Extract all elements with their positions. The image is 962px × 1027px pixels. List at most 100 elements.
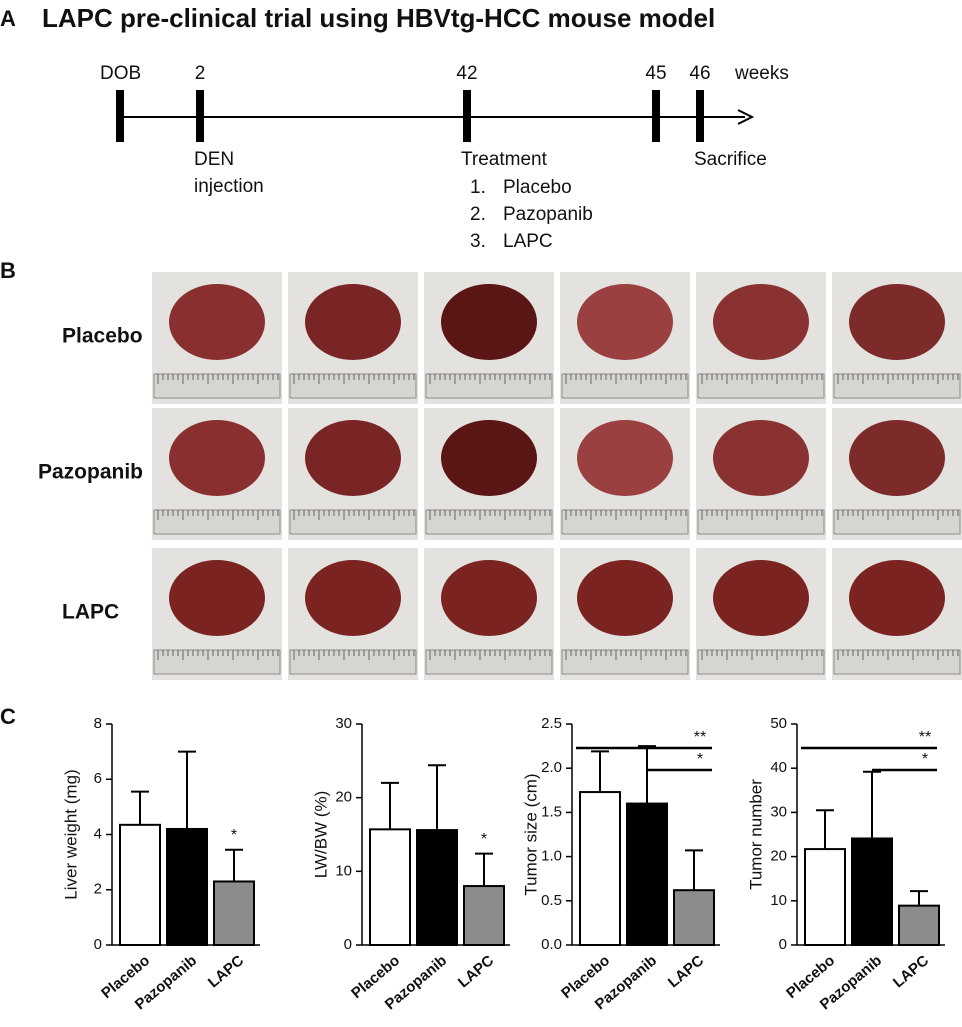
liver: [305, 284, 401, 360]
ruler: [153, 373, 281, 399]
liver: [169, 284, 265, 360]
ruler: [561, 649, 689, 675]
row-label: LAPC: [62, 601, 119, 624]
y-tick-label: 10: [770, 892, 787, 909]
liver: [169, 560, 265, 636]
liver: [441, 284, 537, 360]
timeline-tick: [463, 90, 471, 142]
ruler: [289, 649, 417, 675]
timeline-label: DOB: [100, 63, 141, 84]
bar: [416, 829, 458, 947]
ruler: [697, 373, 825, 399]
significance: **: [694, 729, 706, 746]
y-tick-label: 1.5: [541, 803, 562, 820]
y-tick-label: 2.0: [541, 759, 562, 776]
significance: *: [922, 751, 928, 768]
x-tick-label: LAPC: [455, 952, 497, 991]
ruler: [833, 649, 961, 675]
list-number: 2.: [470, 204, 486, 225]
ruler: [697, 509, 825, 535]
y-axis-label: Liver weight (mg): [61, 769, 80, 899]
timeline-tick: [696, 90, 704, 142]
ruler: [833, 373, 961, 399]
liver: [441, 420, 537, 496]
bar: [213, 880, 255, 947]
significance: *: [231, 827, 237, 844]
liver: [713, 560, 809, 636]
liver: [577, 420, 673, 496]
ruler: [561, 373, 689, 399]
timeline-tick: [196, 90, 204, 142]
y-tick-label: 8: [94, 715, 102, 732]
timeline-label: 42: [456, 63, 477, 84]
y-tick-label: 0: [344, 936, 352, 953]
y-tick-label: 30: [335, 715, 352, 732]
list-text: LAPC: [503, 231, 553, 252]
bar: [804, 848, 846, 946]
liver: [577, 560, 673, 636]
x-tick-label: LAPC: [665, 952, 707, 991]
bar: [898, 904, 940, 946]
ruler: [153, 649, 281, 675]
timeline-arrow: [737, 109, 755, 125]
bar: [166, 827, 208, 946]
y-tick-label: 20: [335, 789, 352, 806]
timeline-label: 45: [645, 63, 666, 84]
timeline-label: 2: [195, 63, 206, 84]
panel-label: B: [0, 258, 16, 283]
list-text: Placebo: [503, 177, 572, 198]
liver: [713, 420, 809, 496]
row-label: Pazopanib: [38, 461, 143, 484]
ruler: [289, 509, 417, 535]
y-tick-label: 10: [335, 862, 352, 879]
liver: [441, 560, 537, 636]
list-number: 1.: [470, 177, 486, 198]
ruler: [425, 373, 553, 399]
liver: [577, 284, 673, 360]
figure-title: LAPC pre-clinical trial using HBVtg-HCC …: [42, 3, 715, 33]
ruler: [425, 649, 553, 675]
y-tick-label: 0.5: [541, 892, 562, 909]
liver: [713, 284, 809, 360]
liver: [169, 420, 265, 496]
timeline-note: Sacrifice: [694, 149, 767, 170]
ruler: [425, 509, 553, 535]
timeline-note: Treatment: [461, 149, 548, 170]
panel-label: A: [0, 6, 16, 31]
y-tick-label: 2: [94, 881, 102, 898]
timeline-note: injection: [194, 176, 264, 197]
y-axis-label: Tumor size (cm): [521, 773, 540, 895]
y-tick-label: 30: [770, 803, 787, 820]
significance: *: [697, 751, 703, 768]
y-tick-label: 0.0: [541, 936, 562, 953]
y-tick-label: 2.5: [541, 715, 562, 732]
y-axis-label: Tumor number: [746, 779, 765, 890]
y-tick-label: 40: [770, 759, 787, 776]
y-tick-label: 50: [770, 715, 787, 732]
ruler: [289, 373, 417, 399]
y-tick-label: 1.0: [541, 848, 562, 865]
timeline-label: 46: [689, 63, 710, 84]
liver: [305, 560, 401, 636]
significance: **: [919, 729, 931, 746]
bar: [579, 791, 621, 946]
list-text: Pazopanib: [503, 204, 593, 225]
significance: *: [481, 831, 487, 848]
list-number: 3.: [470, 231, 486, 252]
y-axis-label: LW/BW (%): [311, 791, 330, 879]
x-tick-label: LAPC: [890, 952, 932, 991]
timeline-tick: [652, 90, 660, 142]
panel-label: C: [0, 704, 16, 729]
timeline-note: DEN: [194, 149, 234, 170]
y-tick-label: 4: [94, 825, 102, 842]
y-tick-label: 6: [94, 770, 102, 787]
bar: [463, 885, 505, 946]
liver: [849, 284, 945, 360]
liver: [849, 420, 945, 496]
x-tick-label: LAPC: [205, 952, 247, 991]
timeline-unit: weeks: [734, 63, 789, 84]
y-tick-label: 0: [94, 936, 102, 953]
liver: [305, 420, 401, 496]
ruler: [833, 509, 961, 535]
